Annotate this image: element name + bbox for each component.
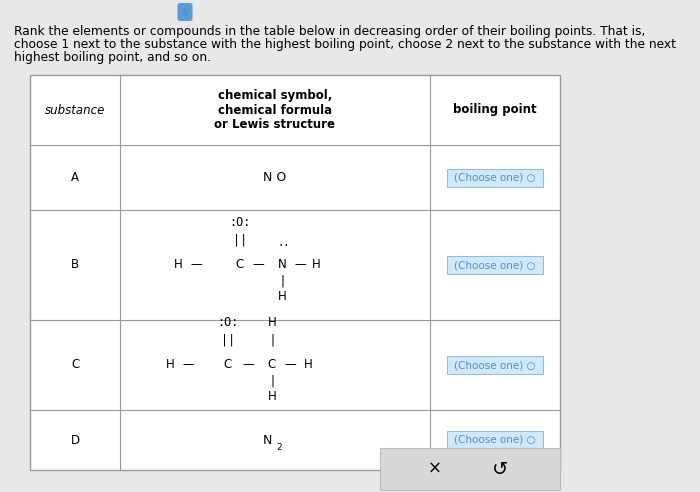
Text: :O:: :O: [217, 316, 239, 330]
Text: choose 1 next to the substance with the highest boiling point, choose 2 next to : choose 1 next to the substance with the … [14, 38, 676, 51]
Text: A: A [71, 171, 79, 184]
Text: ×: × [428, 460, 442, 478]
Text: ||: || [221, 334, 235, 346]
Text: H: H [312, 258, 321, 272]
Text: |: | [270, 374, 274, 388]
Text: 2: 2 [276, 442, 282, 452]
Bar [447, 256, 542, 274]
Text: —: — [252, 258, 264, 272]
Text: substance: substance [45, 103, 105, 117]
Text: C: C [224, 359, 232, 371]
Text: N: N [262, 433, 272, 447]
Text: (Choose one) ○: (Choose one) ○ [454, 173, 536, 183]
Text: |: | [280, 275, 284, 287]
Text: (Choose one) ○: (Choose one) ○ [454, 435, 536, 445]
Text: boiling point: boiling point [453, 103, 537, 117]
Text: B: B [71, 258, 79, 272]
Text: C: C [71, 359, 79, 371]
Text: (Choose one) ○: (Choose one) ○ [454, 360, 536, 370]
Text: (Choose one) ○: (Choose one) ○ [454, 260, 536, 270]
Text: N: N [278, 258, 286, 272]
Text: —: — [294, 258, 306, 272]
Bar [447, 356, 542, 374]
Text: :O:: :O: [230, 216, 251, 229]
Text: ∨: ∨ [180, 5, 190, 19]
Text: H: H [174, 258, 183, 272]
Text: C: C [236, 258, 244, 272]
Bar [447, 431, 542, 449]
Text: H: H [267, 316, 276, 330]
Bar [380, 448, 560, 490]
Text: —: — [190, 258, 202, 272]
Text: H: H [267, 391, 276, 403]
Text: chemical symbol,
chemical formula
or Lewis structure: chemical symbol, chemical formula or Lew… [214, 89, 335, 131]
Text: H: H [304, 359, 312, 371]
Text: —: — [242, 359, 254, 371]
Text: —: — [284, 359, 296, 371]
Text: ||: || [233, 234, 247, 246]
Text: C: C [268, 359, 276, 371]
Text: D: D [71, 433, 80, 447]
Text: highest boiling point, and so on.: highest boiling point, and so on. [14, 51, 211, 64]
Text: |: | [270, 334, 274, 346]
Text: ↺: ↺ [492, 460, 508, 479]
Bar [447, 168, 542, 186]
Text: N O: N O [263, 171, 286, 184]
Text: H: H [278, 290, 286, 304]
Text: H: H [166, 359, 174, 371]
Text: ..: .. [278, 238, 290, 248]
Text: Rank the elements or compounds in the table below in decreasing order of their b: Rank the elements or compounds in the ta… [14, 25, 645, 38]
Text: —: — [182, 359, 194, 371]
